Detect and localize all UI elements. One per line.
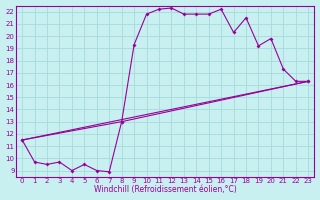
X-axis label: Windchill (Refroidissement éolien,°C): Windchill (Refroidissement éolien,°C) [94,185,236,194]
